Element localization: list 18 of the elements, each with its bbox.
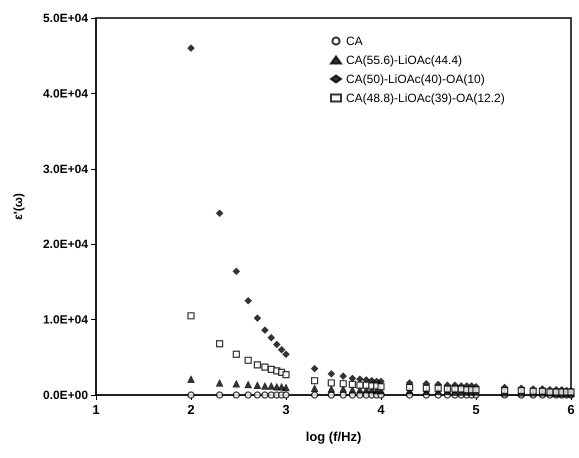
- y-tick-label: 3.0E+04: [42, 162, 88, 176]
- x-tick-label: 2: [187, 402, 195, 417]
- legend-label: CA: [346, 34, 363, 48]
- y-tick-label: 0.0E+00: [42, 388, 88, 402]
- x-tick-label: 5: [472, 402, 480, 417]
- x-tick-label: 6: [567, 402, 575, 417]
- y-tick-label: 5.0E+04: [42, 11, 88, 25]
- x-tick-label: 1: [92, 402, 100, 417]
- legend-label: CA(48.8)-LiOAc(39)-OA(12.2): [346, 91, 505, 105]
- x-tick-label: 4: [377, 402, 386, 417]
- x-tick-label: 3: [282, 402, 290, 417]
- x-axis-title: log (f/Hz): [306, 429, 362, 444]
- y-tick-label: 1.0E+04: [42, 312, 88, 327]
- legend-label: CA(55.6)-LiOAc(44.4): [346, 53, 462, 67]
- y-axis-title: ε'(ω): [11, 193, 25, 220]
- legend-label: CA(50)-LiOAc(40)-OA(10): [346, 72, 485, 86]
- y-tick-label: 2.0E+04: [42, 237, 88, 252]
- y-tick-label: 4.0E+04: [42, 86, 88, 100]
